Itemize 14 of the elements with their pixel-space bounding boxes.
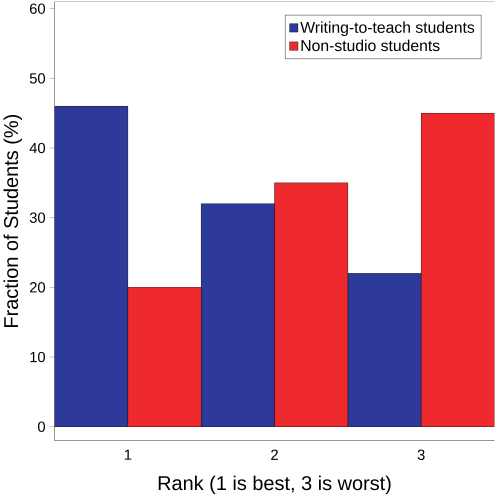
legend-label: Non-studio students xyxy=(302,40,440,52)
x-axis-title: Rank (1 is best, 3 is worst) xyxy=(158,476,391,494)
y-tick-label: 40 xyxy=(30,143,46,154)
y-tick-label: 30 xyxy=(30,212,46,224)
y-axis-title: Fraction of Students (%) xyxy=(3,115,22,328)
x-tick-label: 1 xyxy=(124,450,132,460)
y-tick-label: 20 xyxy=(30,282,46,293)
y-tick-label: 50 xyxy=(30,73,46,84)
x-tick-label: 2 xyxy=(271,450,278,460)
y-tick-label: 0 xyxy=(38,422,46,432)
y-tick-label: 10 xyxy=(30,352,46,362)
x-tick-label: 3 xyxy=(418,450,425,460)
legend-label: Writing-to-teach students xyxy=(300,22,474,36)
y-tick-label: 60 xyxy=(30,4,46,14)
